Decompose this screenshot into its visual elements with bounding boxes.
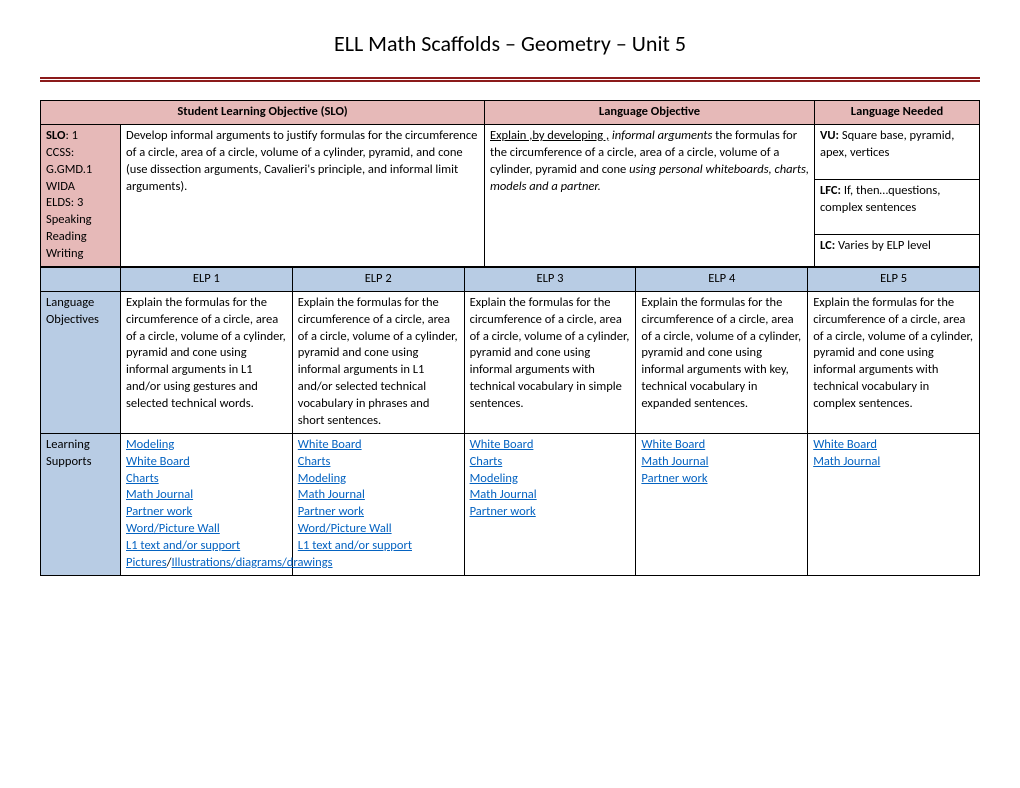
horizontal-rule <box>40 77 980 82</box>
header-slo: Student Learning Objective (SLO) <box>41 101 485 125</box>
lang-obj-elp4: Explain the formulas for the circumferen… <box>636 291 808 433</box>
elp-table: ELP 1 ELP 2 ELP 3 ELP 4 ELP 5 Language O… <box>40 267 980 576</box>
support-link[interactable]: Word/Picture Wall <box>126 521 287 538</box>
meta-cell: SLO: 1 CCSS: G.GMD.1 WIDA ELDS: 3 Speaki… <box>41 124 121 266</box>
support-link[interactable]: L1 text and/or support <box>126 538 287 555</box>
slo-text: Develop informal arguments to justify fo… <box>121 124 485 266</box>
lfc-cell: LFC: If, then…questions, complex sentenc… <box>815 179 980 234</box>
elp-header-5: ELP 5 <box>808 267 980 291</box>
language-objective-text: Explain ,by developing , informal argume… <box>485 124 815 266</box>
support-link[interactable]: White Board <box>813 437 974 454</box>
supports-elp5: White Board Math Journal <box>808 433 980 575</box>
support-link[interactable]: Charts <box>470 454 631 471</box>
row-label-lang-obj: Language Objectives <box>41 291 121 433</box>
header-lang-obj: Language Objective <box>485 101 815 125</box>
language-objectives-row: Language Objectives Explain the formulas… <box>41 291 980 433</box>
support-link[interactable]: Partner work <box>298 504 459 521</box>
support-link[interactable]: Math Journal <box>641 454 802 471</box>
support-link[interactable]: Charts <box>126 471 287 488</box>
lang-obj-elp1: Explain the formulas for the circumferen… <box>121 291 293 433</box>
supports-elp4: White Board Math Journal Partner work <box>636 433 808 575</box>
row-label-supports: Learning Supports <box>41 433 121 575</box>
lc-cell: LC: Varies by ELP level <box>815 234 980 266</box>
support-link[interactable]: L1 text and/or support <box>298 538 459 555</box>
header-lang-needed: Language Needed <box>815 101 980 125</box>
support-link[interactable]: Partner work <box>470 504 631 521</box>
supports-elp3: White Board Charts Modeling Math Journal… <box>464 433 636 575</box>
support-link[interactable]: Modeling <box>126 437 287 454</box>
lang-obj-elp3: Explain the formulas for the circumferen… <box>464 291 636 433</box>
support-link[interactable]: Math Journal <box>813 454 974 471</box>
learning-supports-row: Learning Supports Modeling White Board C… <box>41 433 980 575</box>
slo-table: Student Learning Objective (SLO) Languag… <box>40 100 980 267</box>
support-link[interactable]: Math Journal <box>298 487 459 504</box>
support-link[interactable]: Math Journal <box>126 487 287 504</box>
support-link[interactable]: Partner work <box>126 504 287 521</box>
support-link[interactable]: Modeling <box>470 471 631 488</box>
support-link[interactable]: White Board <box>641 437 802 454</box>
support-link[interactable]: Partner work <box>641 471 802 488</box>
support-link[interactable]: Math Journal <box>470 487 631 504</box>
elp-header-4: ELP 4 <box>636 267 808 291</box>
elp-header-2: ELP 2 <box>292 267 464 291</box>
support-link[interactable]: Modeling <box>298 471 459 488</box>
elp-header-3: ELP 3 <box>464 267 636 291</box>
support-link[interactable]: White Board <box>470 437 631 454</box>
supports-elp1: Modeling White Board Charts Math Journal… <box>121 433 293 575</box>
support-link[interactable]: Pictures <box>126 555 167 570</box>
support-link[interactable]: White Board <box>126 454 287 471</box>
support-link[interactable]: Charts <box>298 454 459 471</box>
support-link[interactable]: Word/Picture Wall <box>298 521 459 538</box>
lang-obj-elp5: Explain the formulas for the circumferen… <box>808 291 980 433</box>
elp-corner <box>41 267 121 291</box>
elp-header-1: ELP 1 <box>121 267 293 291</box>
support-link[interactable]: White Board <box>298 437 459 454</box>
support-link[interactable]: Illustrations/diagrams/drawings <box>172 555 333 570</box>
lang-obj-elp2: Explain the formulas for the circumferen… <box>292 291 464 433</box>
supports-elp2: White Board Charts Modeling Math Journal… <box>292 433 464 575</box>
page-title: ELL Math Scaffolds – Geometry – Unit 5 <box>40 30 980 57</box>
vu-cell: VU: Square base, pyramid, apex, vertices <box>815 124 980 179</box>
